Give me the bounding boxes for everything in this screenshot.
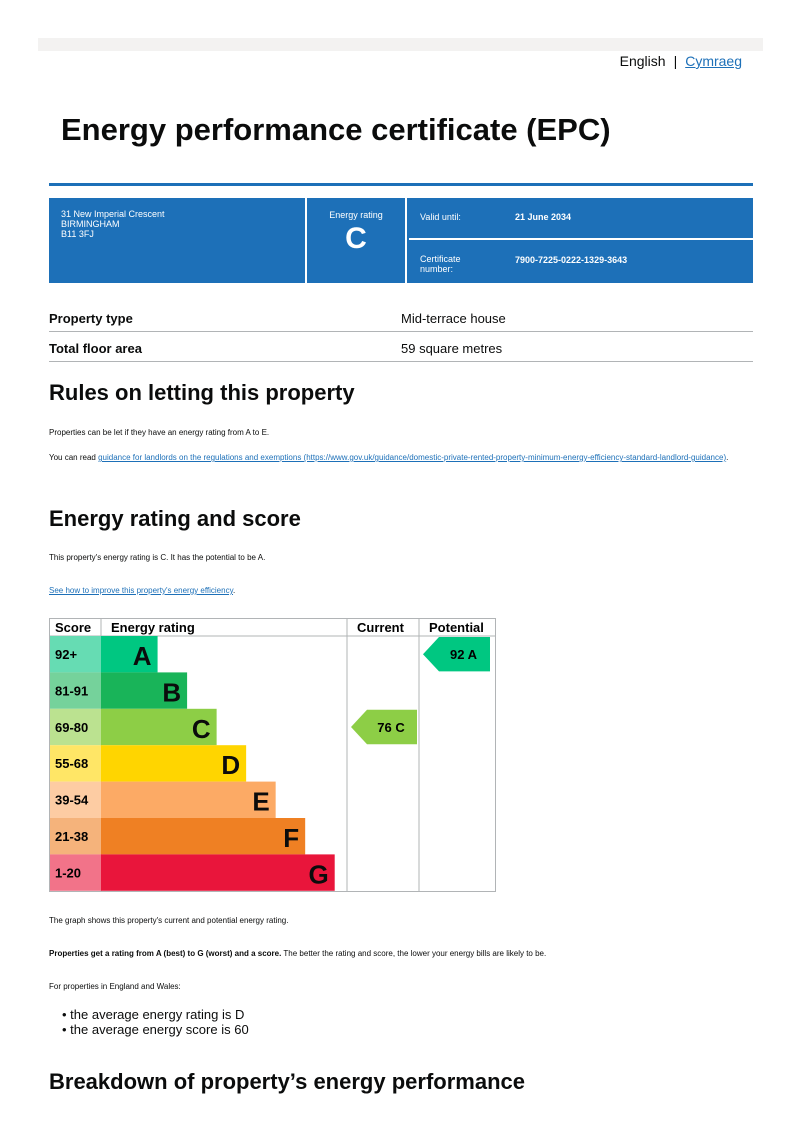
divider (49, 183, 753, 186)
chart-border (49, 618, 496, 892)
lang-english: English (619, 53, 666, 69)
certificate-number: 7900-7225-0222-1329-3643 (515, 255, 628, 265)
certificate-cell: Certificate number: 7900-7225-0222-1329-… (409, 241, 753, 283)
address-line: BIRMINGHAM (61, 218, 120, 229)
energy-rating-label: Energy rating (329, 210, 383, 220)
rating-heading: Energy rating and score (49, 506, 301, 531)
guidance-link[interactable]: guidance for landlords on the regulation… (98, 453, 727, 462)
rating-letter: G (308, 859, 328, 889)
score-label: 39-54 (55, 793, 89, 808)
score-label: 69-80 (55, 720, 88, 735)
rating-bar-F (101, 818, 306, 855)
score-cell-D (50, 745, 101, 782)
breakdown-heading: Breakdown of property’s energy performan… (49, 1069, 525, 1094)
rating-bar-D (101, 745, 247, 782)
potential-rating-arrow (423, 637, 490, 672)
language-switcher: English | Cymraeg (620, 53, 742, 69)
rating-bar-G (101, 854, 335, 891)
valid-until-value: 21 June 2034 (515, 212, 572, 222)
rating-letter: A (133, 641, 152, 671)
score-cell-F (50, 818, 101, 855)
summary-value: 59 square metres (401, 341, 503, 356)
summary-key: Total floor area (49, 341, 142, 356)
rating-letter: C (192, 714, 211, 744)
summary-row-floor-area: Total floor area 59 square metres (49, 332, 753, 362)
text: . (726, 453, 729, 462)
bullet-text: the average energy rating is D (70, 1007, 245, 1022)
text: . (233, 586, 236, 595)
rating-letter: D (221, 750, 240, 780)
bold-text: Properties get a rating from A (best) to… (49, 949, 282, 958)
energy-rating-cell: Energy rating C (305, 198, 407, 283)
score-label: 1-20 (55, 865, 81, 880)
address-line: B11 3FJ (61, 228, 94, 239)
epc-summary-card: 31 New Imperial Crescent BIRMINGHAM B11 … (49, 198, 753, 283)
address: 31 New Imperial Crescent BIRMINGHAM B11 … (49, 198, 303, 283)
valid-until-cell: Valid until: 21 June 2034 (409, 198, 753, 240)
valid-until-label: Valid until: (420, 212, 461, 222)
averages-list: • the average energy rating is D • the a… (62, 1007, 249, 1037)
rating-letter: F (283, 823, 299, 853)
score-label: 92+ (55, 647, 77, 662)
lang-welsh-link[interactable]: Cymraeg (685, 53, 742, 69)
graph-caption: The graph shows this property's current … (49, 916, 289, 925)
summary-row-property-type: Property type Mid-terrace house (49, 302, 753, 332)
text: You can read (49, 453, 99, 462)
chart-header: Current (357, 620, 405, 635)
certificate-label: Certificate number: (420, 254, 461, 274)
energy-rating-chart: Score Energy rating Current Potential 92+ A 81… (49, 618, 496, 892)
rating-bar-E (101, 781, 276, 818)
improve-link[interactable]: See how to improve this property's energ… (49, 586, 233, 595)
letting-guidance: You can read guidance for landlords on t… (49, 453, 749, 463)
score-cell-A (50, 636, 101, 673)
score-cell-B (50, 672, 101, 709)
chart-header: Potential (429, 620, 484, 635)
rating-explainer: Properties get a rating from A (best) to… (49, 949, 749, 959)
list-item: • the average energy score is 60 (62, 1022, 249, 1037)
chart-header: Score (55, 620, 91, 635)
rating-bar-B (101, 672, 188, 709)
england-wales-text: For properties in England and Wales: (49, 982, 181, 991)
rating-letter: E (252, 787, 269, 817)
top-bar (38, 38, 763, 51)
page-title: Energy performance certificate (EPC) (61, 112, 611, 147)
potential-rating-label: 92 A (450, 647, 478, 662)
current-rating-label: 76 C (377, 720, 405, 735)
score-cell-E (50, 781, 101, 818)
letting-heading: Rules on letting this property (49, 380, 355, 405)
score-cell-C (50, 708, 101, 746)
letting-text: Properties can be let if they have an en… (49, 428, 270, 437)
address-line: 31 New Imperial Crescent (61, 209, 165, 219)
energy-rating-value: C (345, 222, 367, 255)
list-item: • the average energy rating is D (62, 1007, 245, 1022)
current-rating-arrow (351, 709, 417, 745)
score-label: 81-91 (55, 683, 88, 698)
score-cell-G (50, 854, 101, 891)
bullet-text: the average energy score is 60 (70, 1022, 249, 1037)
summary-key: Property type (49, 311, 133, 326)
rating-bar-A (101, 636, 158, 673)
improve-para: See how to improve this property's energ… (49, 586, 749, 596)
chart-header: Energy rating (111, 620, 195, 635)
summary-value: Mid-terrace house (401, 311, 506, 326)
score-label: 21-38 (55, 829, 88, 844)
score-label: 55-68 (55, 756, 88, 771)
rating-bar-C (101, 708, 217, 746)
text: The better the rating and score, the low… (281, 949, 547, 958)
lang-separator: | (673, 53, 678, 69)
rating-text: This property's energy rating is C. It h… (49, 553, 266, 562)
rating-letter: B (162, 677, 181, 707)
